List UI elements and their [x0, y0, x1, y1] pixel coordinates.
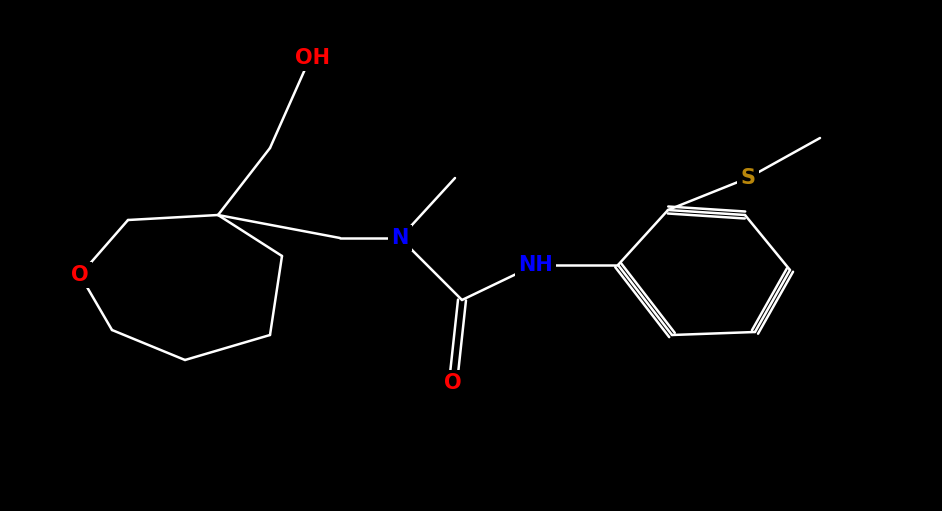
Text: NH: NH — [517, 255, 552, 275]
Text: O: O — [72, 265, 89, 285]
Text: OH: OH — [295, 48, 330, 68]
Text: O: O — [445, 373, 462, 393]
Text: N: N — [391, 228, 409, 248]
Text: S: S — [740, 168, 755, 188]
